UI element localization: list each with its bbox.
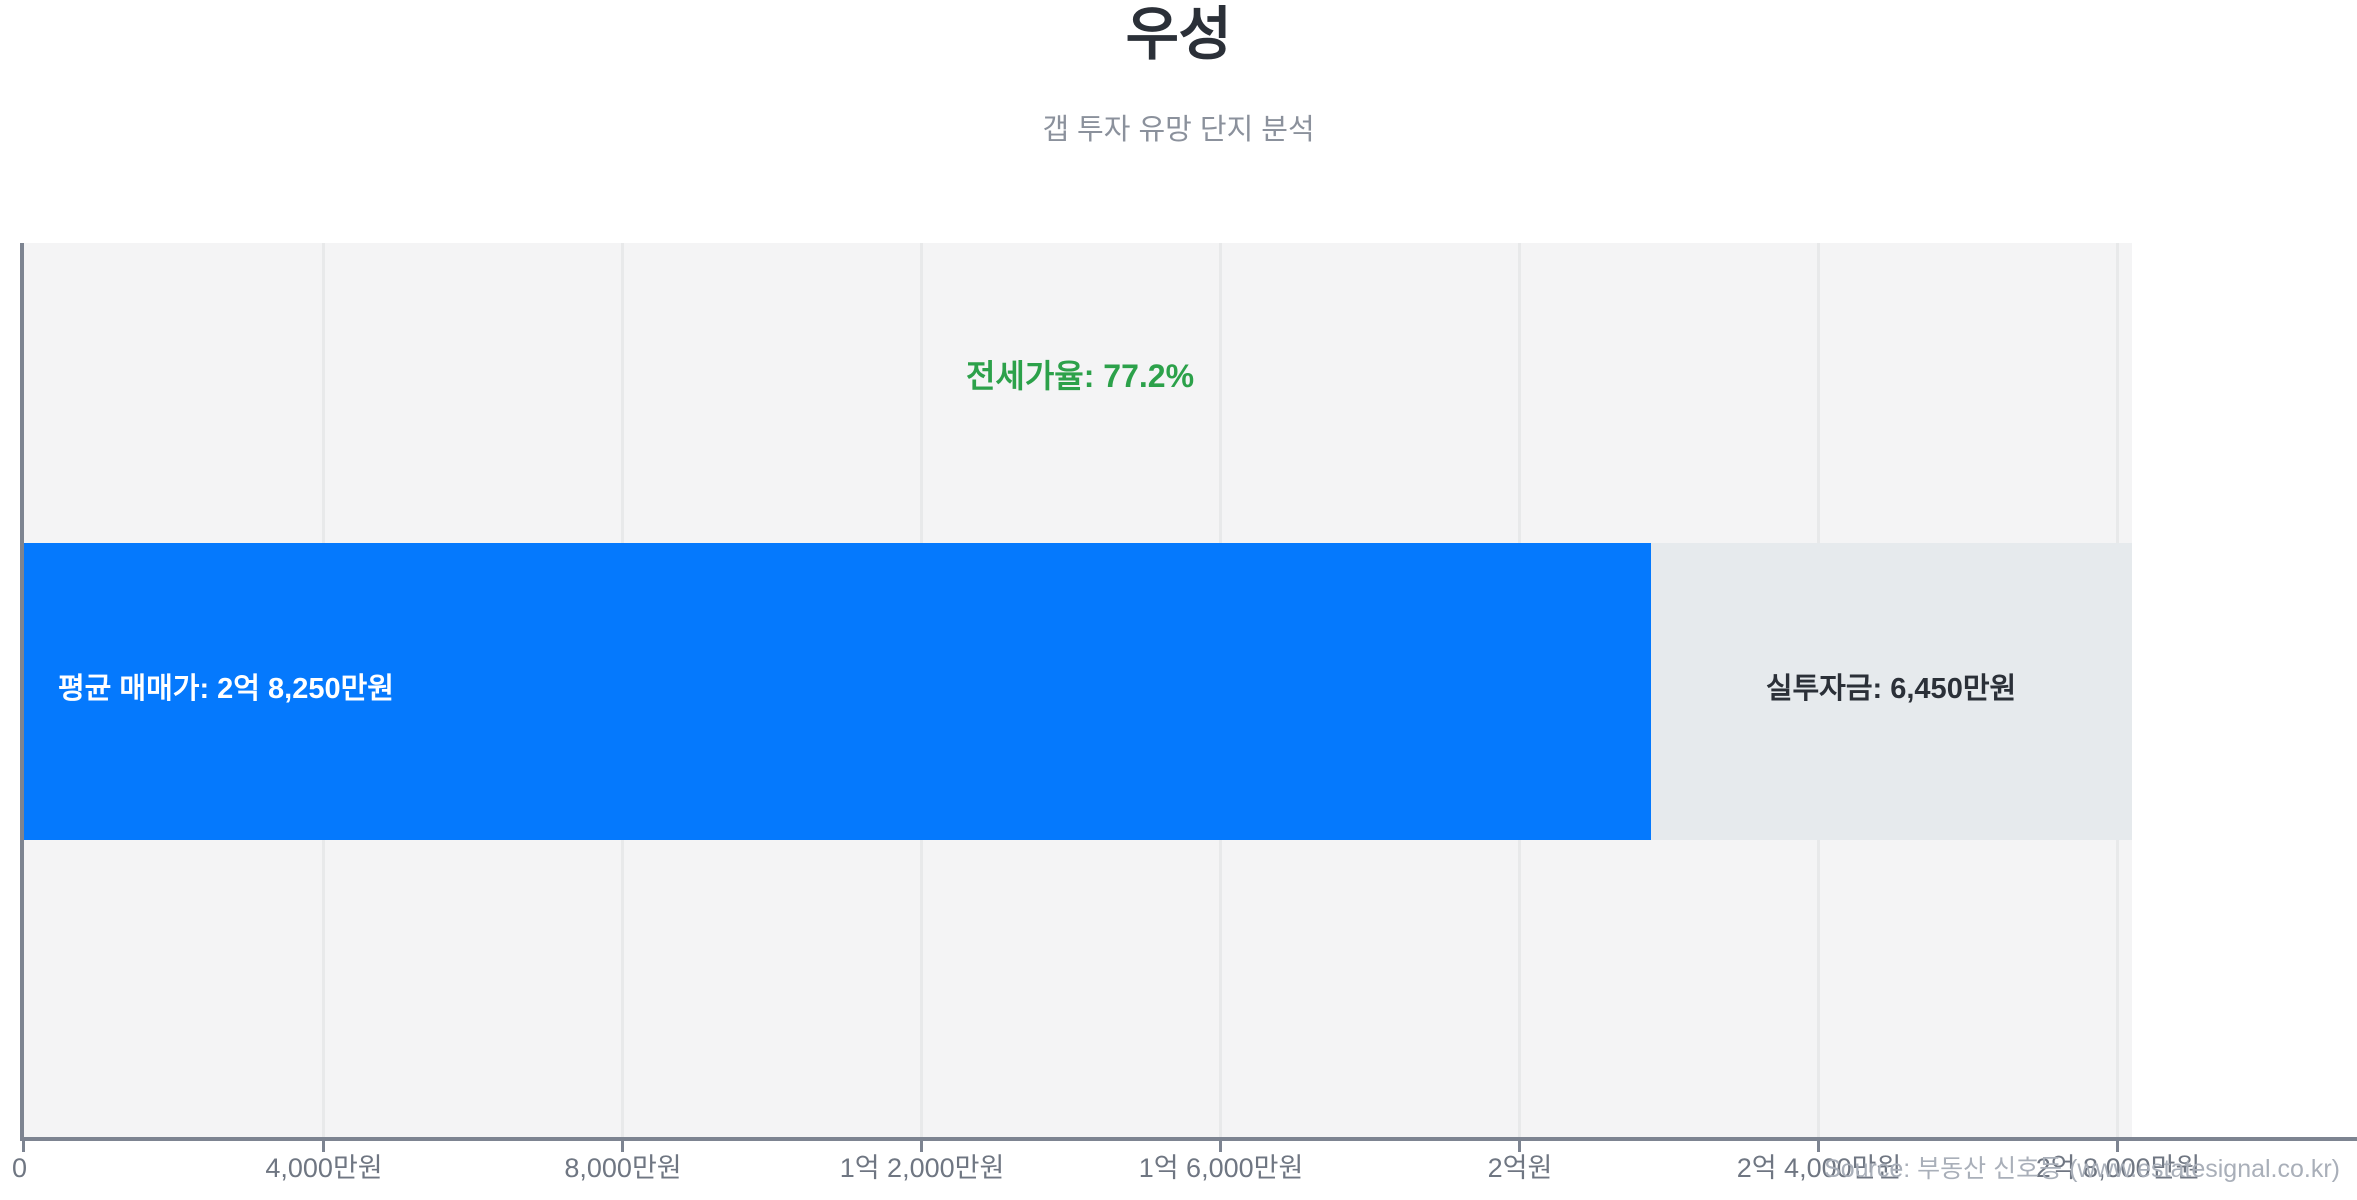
x-tick-label: 4,000만원 [265, 1153, 383, 1183]
x-tick-mark [22, 1141, 25, 1152]
x-tick-label: 1억 2,000만원 [839, 1153, 1005, 1183]
x-tick-label: 2억 4,000만원 [1736, 1153, 1902, 1183]
x-tick-mark [1219, 1141, 1222, 1152]
bar-label-average-price: 평균 매매가: 2억 8,250만원 [58, 673, 394, 705]
x-tick-mark [621, 1141, 624, 1152]
bar-segment-gap-investment[interactable] [1651, 543, 2132, 840]
x-tick-mark [920, 1141, 923, 1152]
x-tick-mark [322, 1141, 325, 1152]
x-tick-mark [1518, 1141, 1521, 1152]
x-tick-label: 0 [12, 1153, 28, 1183]
jeonse-ratio-label: 전세가율: 77.2% [965, 358, 1195, 394]
bar-label-gap-investment: 실투자금: 6,450만원 [1765, 673, 2017, 705]
source-watermark: Source: 부동산 신호등 (www.estatesignal.co.kr) [1824, 1155, 2340, 1183]
x-axis-line [20, 1137, 2357, 1141]
chart-subtitle: 갭 투자 유망 단지 분석 [1042, 114, 1315, 146]
x-tick-label: 2억 8,000만원 [2035, 1153, 2201, 1183]
chart-header: 우성 갭 투자 유망 단지 분석 [0, 0, 2357, 145]
x-tick-label: 2억원 [1487, 1153, 1553, 1183]
y-axis-line [20, 243, 24, 1141]
chart-title: 우성 [1125, 2, 1232, 67]
x-tick-label: 1억 6,000만원 [1138, 1153, 1304, 1183]
x-tick-label: 8,000만원 [564, 1153, 682, 1183]
bar-segment-jeonse-price[interactable] [23, 543, 1651, 840]
x-tick-mark [1817, 1141, 1820, 1152]
x-tick-mark [2116, 1141, 2119, 1152]
